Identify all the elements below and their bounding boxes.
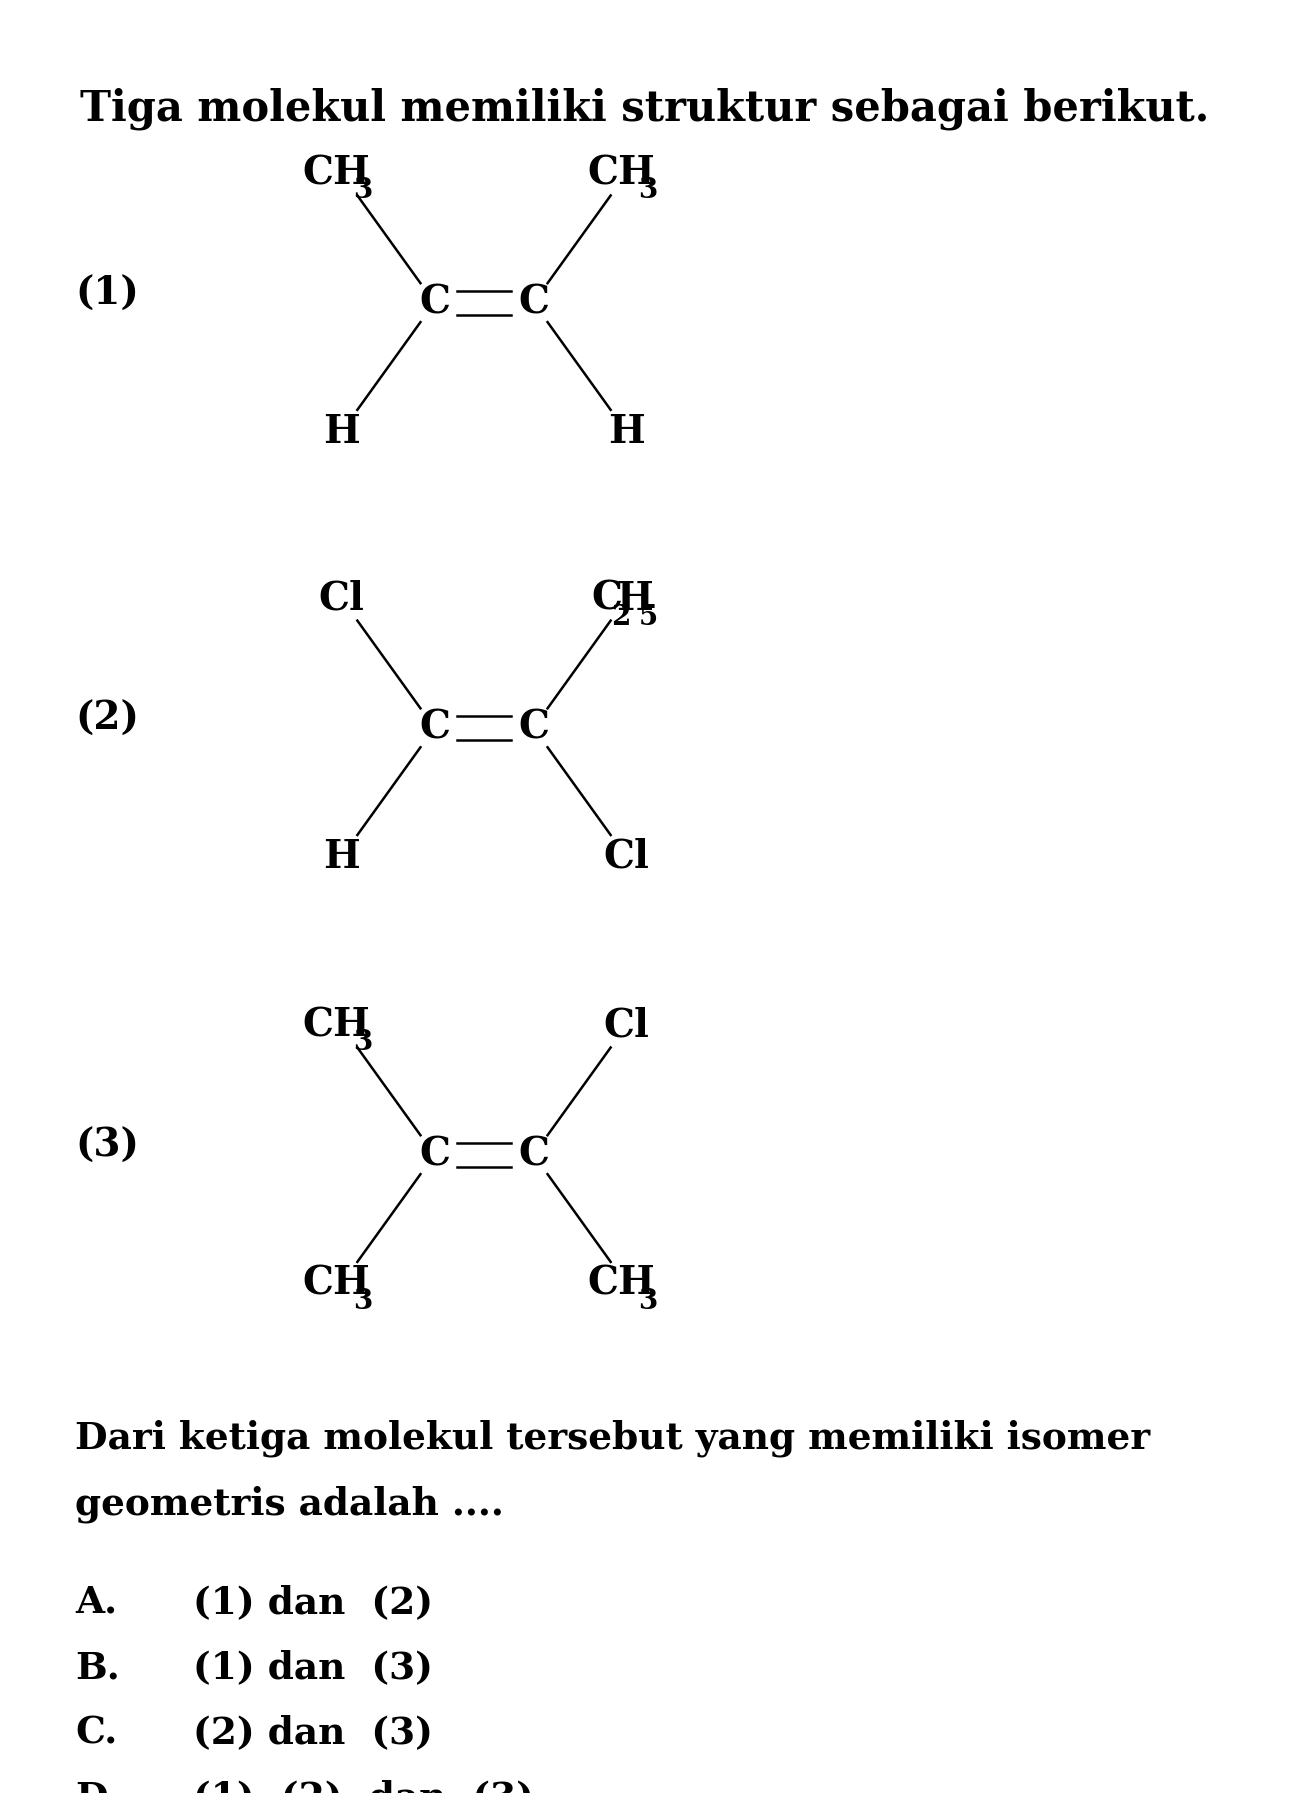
Text: (1): (1) xyxy=(75,274,139,314)
Text: Dari ketiga molekul tersebut yang memiliki isomer: Dari ketiga molekul tersebut yang memili… xyxy=(75,1420,1151,1458)
Text: H: H xyxy=(617,579,653,619)
Text: C: C xyxy=(519,283,550,321)
Text: 3: 3 xyxy=(353,1029,373,1056)
Text: (1) dan  (3): (1) dan (3) xyxy=(194,1650,433,1685)
Text: (1), (2), dan  (3): (1), (2), dan (3) xyxy=(194,1780,534,1793)
Text: D.: D. xyxy=(75,1780,120,1793)
Text: (2) dan  (3): (2) dan (3) xyxy=(194,1714,433,1752)
Text: 3: 3 xyxy=(637,1287,657,1314)
Text: C: C xyxy=(419,708,450,748)
Text: 3: 3 xyxy=(637,178,657,204)
Text: H: H xyxy=(324,837,360,877)
Text: A.: A. xyxy=(75,1583,117,1621)
Text: 2: 2 xyxy=(611,604,631,631)
Text: C: C xyxy=(591,579,622,619)
Text: Tiga molekul memiliki struktur sebagai berikut.: Tiga molekul memiliki struktur sebagai b… xyxy=(80,88,1210,131)
Text: CH: CH xyxy=(302,154,370,192)
Text: C: C xyxy=(519,1135,550,1174)
Text: CH: CH xyxy=(587,154,655,192)
Text: CH: CH xyxy=(302,1264,370,1304)
Text: 3: 3 xyxy=(353,178,373,204)
Text: Cl: Cl xyxy=(319,579,365,619)
Text: C: C xyxy=(519,708,550,748)
Text: 3: 3 xyxy=(353,1287,373,1314)
Text: geometris adalah ....: geometris adalah .... xyxy=(75,1485,504,1522)
Text: C: C xyxy=(419,1135,450,1174)
Text: H: H xyxy=(608,412,645,450)
Text: 5: 5 xyxy=(639,604,658,631)
Text: C: C xyxy=(419,283,450,321)
Text: H: H xyxy=(324,412,360,450)
Text: (1) dan  (2): (1) dan (2) xyxy=(194,1583,433,1621)
Text: CH: CH xyxy=(587,1264,655,1304)
Text: B.: B. xyxy=(75,1650,120,1685)
Text: CH: CH xyxy=(302,1006,370,1045)
Text: (3): (3) xyxy=(75,1128,139,1165)
Text: (2): (2) xyxy=(75,701,139,739)
Text: C.: C. xyxy=(75,1714,117,1752)
Text: Cl: Cl xyxy=(604,837,649,877)
Text: Cl: Cl xyxy=(604,1006,649,1045)
